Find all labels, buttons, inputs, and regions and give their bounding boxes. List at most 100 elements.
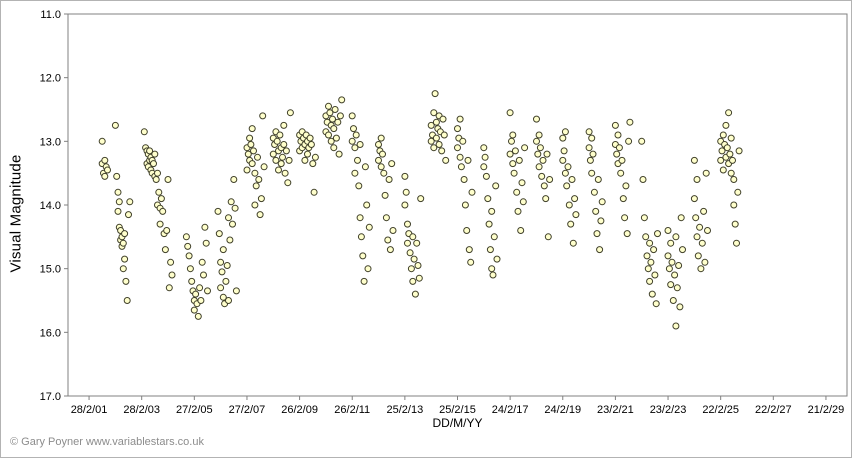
data-point (560, 147, 568, 155)
data-point (350, 125, 357, 133)
data-point (668, 258, 676, 266)
data-point (248, 125, 256, 133)
data-point (652, 300, 660, 308)
data-point (535, 131, 543, 139)
data-point (356, 141, 364, 148)
data-point (457, 163, 465, 171)
y-tick-label: 11.0 (40, 9, 61, 21)
x-tick-label: 21/2/29 (808, 404, 845, 416)
data-point (597, 217, 605, 225)
data-point (122, 277, 130, 285)
data-point (146, 147, 154, 155)
data-point (279, 153, 286, 161)
data-point (731, 220, 739, 228)
data-point (285, 156, 293, 164)
data-point (585, 144, 593, 152)
data-point (309, 160, 317, 168)
data-point (304, 150, 311, 158)
data-point (590, 188, 598, 196)
data-point (332, 134, 340, 142)
x-tick-label: 22/2/25 (702, 404, 739, 416)
data-point (427, 137, 435, 145)
data-point (614, 131, 622, 139)
x-tick-label: 27/2/07 (229, 404, 266, 416)
data-point (417, 195, 425, 203)
data-point (454, 125, 461, 133)
data-point (225, 297, 232, 304)
data-point (435, 141, 443, 148)
data-point (643, 252, 651, 260)
data-point (727, 134, 735, 142)
data-point (675, 262, 683, 269)
data-point (251, 169, 259, 177)
data-point (407, 265, 415, 273)
x-tick-label: 25/2/15 (439, 404, 476, 416)
data-point (375, 141, 382, 148)
data-point (154, 169, 161, 177)
data-point (247, 141, 255, 148)
x-axis-title: DD/M/YY (432, 416, 483, 430)
data-point (359, 252, 367, 260)
data-point (409, 277, 417, 285)
data-point (617, 169, 625, 177)
x-tick-label: 23/2/23 (650, 404, 687, 416)
data-point (613, 150, 621, 158)
data-point (167, 258, 175, 266)
data-point (384, 236, 392, 244)
data-point (514, 207, 522, 215)
x-tick-label: 26/2/11 (334, 404, 370, 416)
data-point (327, 137, 335, 145)
data-point (254, 153, 261, 161)
data-point (519, 198, 527, 206)
data-point (231, 204, 239, 212)
data-point (301, 156, 309, 164)
data-point (536, 144, 544, 152)
data-point (735, 147, 743, 155)
data-point (571, 195, 579, 203)
data-point (484, 195, 492, 203)
data-point (694, 252, 702, 260)
data-point (152, 176, 160, 183)
data-point (696, 223, 704, 231)
data-point (539, 156, 547, 164)
data-point (538, 172, 546, 180)
data-point (243, 166, 251, 174)
data-point (589, 150, 597, 158)
data-point (257, 195, 265, 203)
data-point (335, 150, 343, 158)
data-point (544, 233, 552, 241)
data-point (165, 284, 173, 292)
data-point (611, 121, 619, 129)
data-point (586, 156, 594, 164)
data-point (101, 156, 109, 164)
data-point (159, 207, 167, 215)
data-point (664, 252, 672, 260)
data-point (533, 115, 540, 123)
data-point (432, 134, 440, 142)
data-point (642, 233, 650, 241)
data-point (250, 147, 257, 155)
data-point (718, 147, 726, 155)
data-point (377, 134, 385, 142)
data-point (119, 265, 127, 273)
data-point (430, 144, 438, 152)
data-point (363, 201, 371, 209)
data-point (225, 214, 232, 222)
data-point (726, 150, 734, 158)
data-point (667, 239, 675, 247)
data-point (114, 207, 122, 215)
data-point (164, 176, 172, 183)
data-point (692, 214, 700, 222)
data-point (111, 121, 119, 129)
data-point (465, 246, 473, 254)
data-point (227, 198, 235, 206)
data-point (126, 198, 134, 206)
x-tick-label: 22/2/27 (755, 404, 792, 416)
y-tick-label: 12.0 (40, 73, 61, 85)
data-point (357, 233, 365, 241)
data-point (702, 169, 710, 177)
data-point (404, 220, 411, 228)
data-point (654, 230, 661, 238)
data-point (356, 214, 364, 222)
data-point (329, 115, 336, 123)
